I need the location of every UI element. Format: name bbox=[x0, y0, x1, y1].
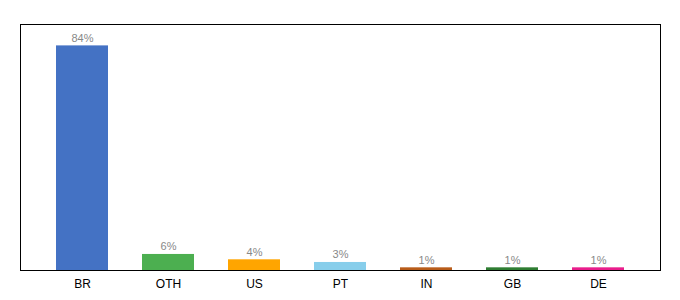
svg-text:1%: 1% bbox=[505, 254, 521, 266]
svg-text:1%: 1% bbox=[419, 254, 435, 266]
svg-text:6%: 6% bbox=[161, 240, 177, 252]
svg-text:3%: 3% bbox=[333, 248, 349, 260]
svg-text:OTH: OTH bbox=[156, 277, 181, 291]
svg-text:84%: 84% bbox=[71, 32, 93, 44]
svg-text:DE: DE bbox=[590, 277, 607, 291]
svg-text:1%: 1% bbox=[591, 254, 607, 266]
svg-text:PT: PT bbox=[333, 277, 349, 291]
svg-text:4%: 4% bbox=[247, 246, 263, 258]
svg-text:IN: IN bbox=[421, 277, 433, 291]
svg-text:GB: GB bbox=[504, 277, 521, 291]
svg-text:US: US bbox=[246, 277, 263, 291]
svg-text:BR: BR bbox=[74, 277, 91, 291]
